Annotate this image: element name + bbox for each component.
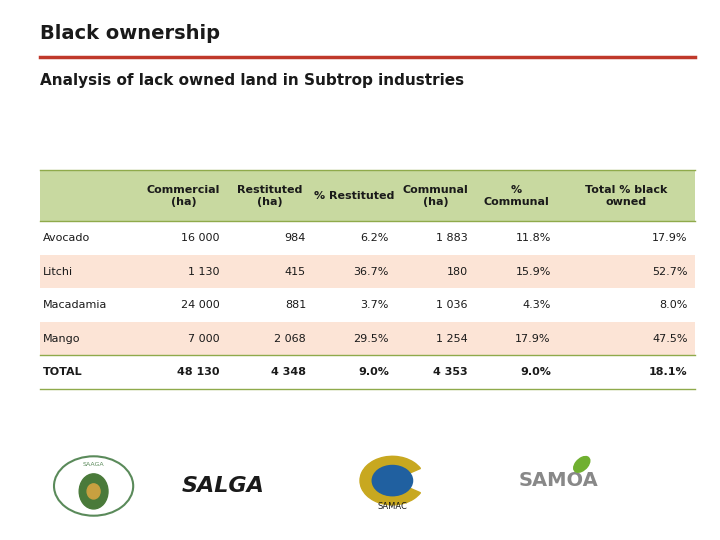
Text: 1 254: 1 254 bbox=[436, 334, 468, 343]
Text: 48 130: 48 130 bbox=[177, 367, 220, 377]
Text: Litchi: Litchi bbox=[43, 267, 73, 276]
Circle shape bbox=[372, 465, 413, 496]
Text: % Restituted: % Restituted bbox=[315, 191, 395, 201]
Text: Black ownership: Black ownership bbox=[40, 24, 220, 43]
Text: Avocado: Avocado bbox=[43, 233, 91, 243]
Ellipse shape bbox=[87, 484, 100, 499]
Text: 881: 881 bbox=[284, 300, 306, 310]
Wedge shape bbox=[360, 456, 420, 505]
Text: 9.0%: 9.0% bbox=[520, 367, 551, 377]
Text: 17.9%: 17.9% bbox=[516, 334, 551, 343]
Text: 52.7%: 52.7% bbox=[652, 267, 688, 276]
Text: 18.1%: 18.1% bbox=[649, 367, 688, 377]
Text: 6.2%: 6.2% bbox=[361, 233, 389, 243]
Text: 8.0%: 8.0% bbox=[660, 300, 688, 310]
Text: 1 883: 1 883 bbox=[436, 233, 468, 243]
Text: %
Communal: % Communal bbox=[484, 185, 549, 207]
Text: SAMAC: SAMAC bbox=[377, 502, 408, 511]
FancyBboxPatch shape bbox=[40, 255, 695, 288]
Text: 2 068: 2 068 bbox=[274, 334, 306, 343]
Text: 36.7%: 36.7% bbox=[354, 267, 389, 276]
Text: Macadamia: Macadamia bbox=[43, 300, 107, 310]
Text: 29.5%: 29.5% bbox=[354, 334, 389, 343]
Text: Mango: Mango bbox=[43, 334, 81, 343]
Text: 47.5%: 47.5% bbox=[652, 334, 688, 343]
Text: 1 130: 1 130 bbox=[188, 267, 220, 276]
Text: 11.8%: 11.8% bbox=[516, 233, 551, 243]
FancyBboxPatch shape bbox=[40, 221, 695, 255]
Text: 16 000: 16 000 bbox=[181, 233, 220, 243]
Text: Restituted
(ha): Restituted (ha) bbox=[238, 185, 302, 207]
Text: TOTAL: TOTAL bbox=[43, 367, 83, 377]
Text: 1 036: 1 036 bbox=[436, 300, 468, 310]
Text: 984: 984 bbox=[284, 233, 306, 243]
Text: 4 353: 4 353 bbox=[433, 367, 468, 377]
Text: 17.9%: 17.9% bbox=[652, 233, 688, 243]
Text: Communal
(ha): Communal (ha) bbox=[402, 185, 469, 207]
Text: 3.7%: 3.7% bbox=[361, 300, 389, 310]
Text: SALGA: SALGA bbox=[181, 476, 265, 496]
Text: 4 348: 4 348 bbox=[271, 367, 306, 377]
Text: Total % black
owned: Total % black owned bbox=[585, 185, 667, 207]
Text: Commercial
(ha): Commercial (ha) bbox=[147, 185, 220, 207]
Text: 24 000: 24 000 bbox=[181, 300, 220, 310]
Ellipse shape bbox=[574, 456, 590, 472]
Text: 415: 415 bbox=[285, 267, 306, 276]
Text: 15.9%: 15.9% bbox=[516, 267, 551, 276]
Text: SAMOA: SAMOA bbox=[518, 471, 598, 490]
FancyBboxPatch shape bbox=[40, 322, 695, 355]
Text: SAAGA: SAAGA bbox=[83, 462, 104, 467]
Text: Analysis of lack owned land in Subtrop industries: Analysis of lack owned land in Subtrop i… bbox=[40, 73, 464, 88]
FancyBboxPatch shape bbox=[40, 170, 695, 221]
Ellipse shape bbox=[79, 474, 108, 509]
Text: 9.0%: 9.0% bbox=[358, 367, 389, 377]
Text: 7 000: 7 000 bbox=[188, 334, 220, 343]
Text: 4.3%: 4.3% bbox=[523, 300, 551, 310]
Text: 180: 180 bbox=[447, 267, 468, 276]
FancyBboxPatch shape bbox=[40, 288, 695, 322]
